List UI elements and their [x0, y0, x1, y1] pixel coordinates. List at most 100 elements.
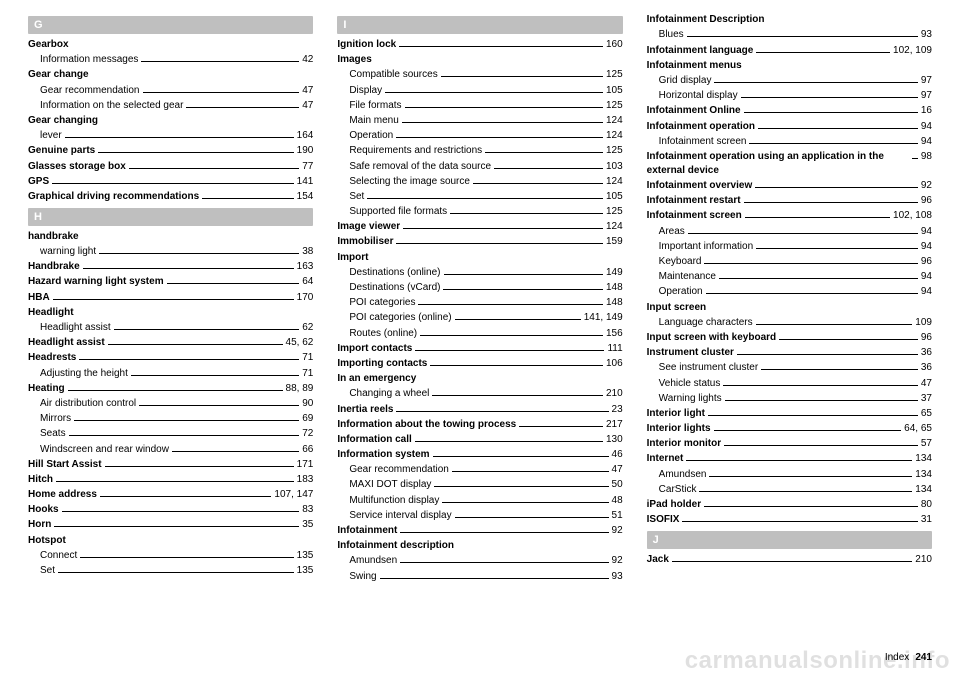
dot-leader [167, 283, 300, 284]
page-footer: Index241 [885, 652, 932, 663]
entry-label: Adjusting the height [40, 367, 128, 381]
entry-label: Language characters [659, 316, 753, 330]
entry-page: 94 [921, 225, 932, 239]
entry-label: Gearbox [28, 38, 69, 52]
entry-label: Gear recommendation [40, 84, 140, 98]
index-entry: Instrument cluster36 [647, 346, 932, 360]
entry-page: 124 [606, 220, 623, 234]
entry-page: 36 [921, 346, 932, 360]
entry-page: 125 [606, 144, 623, 158]
entry-label: Information system [337, 448, 429, 462]
dot-leader [62, 511, 300, 512]
dot-leader [418, 304, 602, 305]
entry-page: 134 [915, 452, 932, 466]
index-entry: Supported file formats 125 [349, 205, 622, 219]
index-entry: lever164 [40, 129, 313, 143]
dot-leader [455, 517, 609, 518]
entry-label: Interior light [647, 407, 705, 421]
entry-page: 148 [606, 281, 623, 295]
index-entry: Mirrors69 [40, 412, 313, 426]
dot-leader [400, 532, 608, 533]
footer-label: Index [885, 652, 909, 663]
index-entry: ISOFIX31 [647, 513, 932, 527]
entry-label: Destinations (online) [349, 266, 440, 280]
index-entry: Genuine parts190 [28, 144, 313, 158]
index-entry: Compatible sources125 [349, 68, 622, 82]
index-entry: Operation124 [349, 129, 622, 143]
index-entry: Glasses storage box77 [28, 160, 313, 174]
entry-page: 163 [297, 260, 314, 274]
index-entry: POI categories (online)141, 149 [349, 311, 622, 325]
dot-leader [672, 561, 912, 562]
entry-label: Infotainment Description [647, 13, 765, 27]
entry-page: 111 [607, 342, 622, 356]
index-entry: Seats 72 [40, 427, 313, 441]
entry-page: 23 [612, 403, 623, 417]
index-entry: Heating88, 89 [28, 382, 313, 396]
entry-page: 102, 108 [893, 209, 932, 223]
entry-page: 125 [606, 205, 623, 219]
index-entry: MAXI DOT display50 [349, 478, 622, 492]
entry-page: 36 [921, 361, 932, 375]
entry-label: POI categories (online) [349, 311, 451, 325]
entry-label: Maintenance [659, 270, 716, 284]
index-entry: Interior lights64, 65 [647, 422, 932, 436]
entry-label: Infotainment screen [647, 209, 742, 223]
entry-label: Information messages [40, 53, 138, 67]
index-entry: Headlight assist45, 62 [28, 336, 313, 350]
entry-label: Hitch [28, 473, 53, 487]
entry-label: iPad holder [647, 498, 701, 512]
entry-page: 72 [302, 427, 313, 441]
entry-label: Infotainment overview [647, 179, 753, 193]
dot-leader [129, 168, 299, 169]
entry-label: See instrument cluster [659, 361, 759, 375]
entry-page: 105 [606, 190, 623, 204]
dot-leader [688, 233, 918, 234]
dot-leader [99, 253, 299, 254]
dot-leader [756, 248, 918, 249]
entry-label: Supported file formats [349, 205, 447, 219]
entry-label: Swing [349, 570, 376, 584]
dot-leader [420, 335, 603, 336]
entry-label: Home address [28, 488, 97, 502]
index-entry: Destinations (online)149 [349, 266, 622, 280]
index-entry: Ignition lock160 [337, 38, 622, 52]
entry-page: 94 [921, 285, 932, 299]
dot-leader [687, 36, 918, 37]
entry-label: Grid display [659, 74, 712, 88]
section-head: G [28, 16, 313, 34]
index-entry: Vehicle status47 [659, 377, 932, 391]
dot-leader [80, 557, 293, 558]
index-entry: Headrests71 [28, 351, 313, 365]
entry-label: Horn [28, 518, 51, 532]
dot-leader [131, 375, 299, 376]
entry-label: Headlight assist [28, 336, 105, 350]
entry-label: Operation [349, 129, 393, 143]
dot-leader [442, 502, 608, 503]
entry-page: 62 [302, 321, 313, 335]
dot-leader [56, 481, 294, 482]
dot-leader [485, 152, 603, 153]
dot-leader [415, 441, 603, 442]
entry-page: 47 [921, 377, 932, 391]
entry-label: Keyboard [659, 255, 702, 269]
index-entry: Infotainment menus [647, 59, 932, 73]
entry-page: 148 [606, 296, 623, 310]
index-entry: Keyboard96 [659, 255, 932, 269]
index-entry: Adjusting the height71 [40, 367, 313, 381]
entry-label: Seats [40, 427, 66, 441]
entry-page: 47 [302, 99, 313, 113]
index-entry: Images [337, 53, 622, 67]
index-entry: Infotainment operation94 [647, 120, 932, 134]
index-entry: Information on the selected gear47 [40, 99, 313, 113]
dot-leader [714, 430, 902, 431]
entry-page: 154 [297, 190, 314, 204]
index-entry: Interior light65 [647, 407, 932, 421]
index-entry: Gear recommendation47 [349, 463, 622, 477]
index-entry: Headlight [28, 306, 313, 320]
dot-leader [699, 491, 912, 492]
dot-leader [737, 354, 918, 355]
index-entry: Amundsen134 [659, 468, 932, 482]
index-entry: Import [337, 251, 622, 265]
entry-label: CarStick [659, 483, 697, 497]
